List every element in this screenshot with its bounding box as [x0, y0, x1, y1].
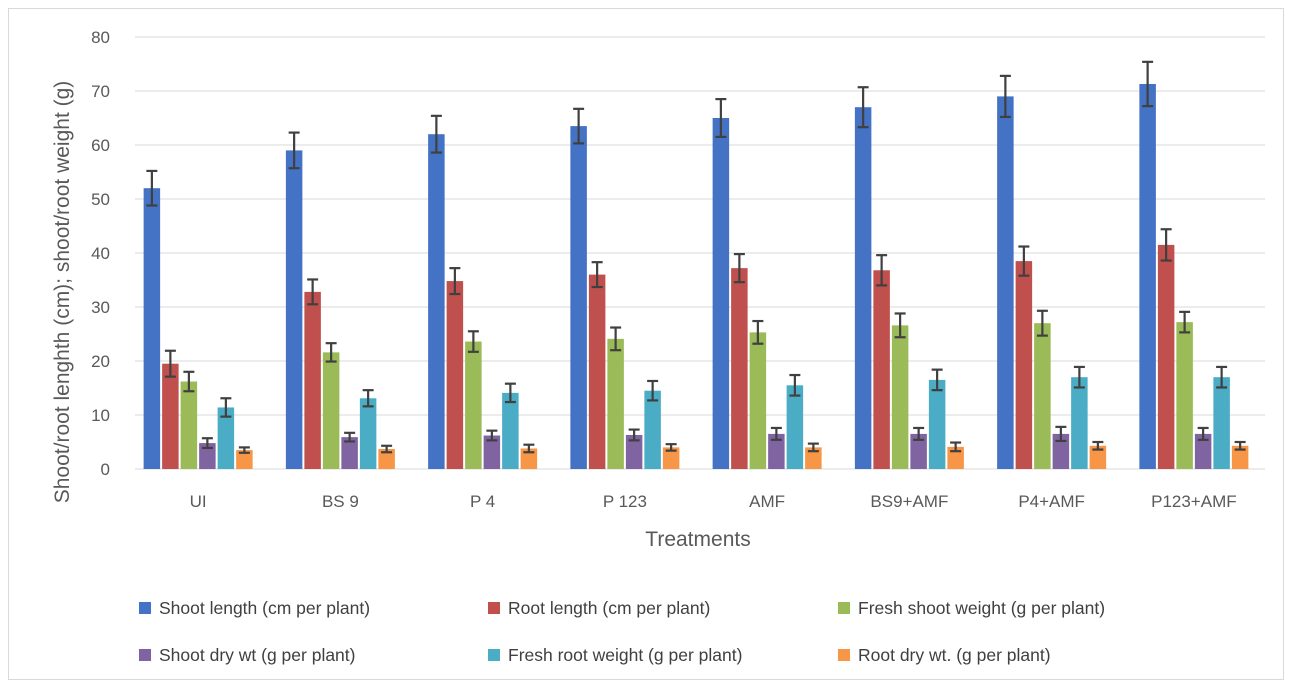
bar: [180, 381, 198, 469]
legend: Shoot length (cm per plant) Root length (…: [139, 598, 1105, 665]
y-tick-label: 70: [91, 82, 110, 101]
y-axis-ticks: 0 10 20 30 40 50 60 70 80: [91, 28, 110, 479]
legend-label: Root dry wt. (g per plant): [858, 645, 1051, 665]
legend-swatch: [139, 602, 151, 614]
x-axis-ticks: UI BS 9 P 4 P 123 AMF BS9+AMF P4+AMF P123+AMF: [190, 492, 1237, 511]
legend-label: Fresh root weight (g per plant): [508, 645, 742, 665]
x-tick-label: BS9+AMF: [870, 492, 948, 511]
legend-label: Fresh shoot weight (g per plant): [858, 598, 1105, 618]
x-tick-label: P 123: [603, 492, 647, 511]
bars: [143, 83, 1249, 470]
bar: [520, 448, 538, 469]
y-tick-label: 40: [91, 244, 110, 263]
bar: [428, 134, 445, 469]
bar: [891, 325, 909, 469]
bar: [1089, 445, 1107, 469]
legend-swatch: [838, 602, 850, 614]
bar: [997, 96, 1014, 470]
legend-swatch: [139, 649, 151, 661]
y-axis-title: Shoot/root lenghth (cm); shoot/root weig…: [51, 81, 74, 504]
legend-label: Shoot dry wt (g per plant): [159, 645, 355, 665]
chart-area: [8, 8, 1284, 680]
bar: [570, 126, 587, 469]
legend-label: Root length (cm per plant): [508, 598, 710, 618]
bar: [768, 433, 785, 469]
y-tick-label: 20: [91, 352, 110, 371]
bar: [322, 352, 340, 469]
bar: [1015, 261, 1033, 469]
y-tick-label: 0: [101, 460, 110, 479]
bar: [483, 435, 501, 469]
bar: [644, 390, 661, 469]
bar: [607, 338, 624, 469]
y-tick-label: 60: [91, 136, 110, 155]
bar: [285, 150, 303, 469]
x-tick-label: P 4: [470, 492, 495, 511]
bar: [1231, 445, 1249, 469]
y-tick-label: 80: [91, 28, 110, 47]
bar: [854, 107, 872, 469]
legend-swatch: [488, 649, 500, 661]
error-bars: [146, 60, 1246, 454]
bar: [1034, 323, 1051, 469]
bar: [502, 392, 519, 469]
bar: [236, 450, 253, 469]
y-tick-label: 30: [91, 298, 110, 317]
bar: [217, 407, 235, 469]
bar: [446, 281, 464, 469]
bar: [359, 398, 377, 469]
bar: [378, 449, 395, 469]
bar: [910, 433, 927, 469]
bar: [1194, 433, 1212, 469]
y-tick-label: 10: [91, 406, 110, 425]
legend-swatch: [488, 602, 500, 614]
x-tick-label: BS 9: [322, 492, 359, 511]
bar: [1071, 377, 1088, 469]
legend-swatch: [838, 649, 850, 661]
bar: [199, 443, 216, 469]
x-axis-title: Treatments: [645, 528, 750, 551]
bar: [873, 270, 890, 469]
bar: [1139, 83, 1156, 469]
x-tick-label: P4+AMF: [1018, 492, 1085, 511]
bar: [304, 291, 321, 469]
y-tick-label: 50: [91, 190, 110, 209]
bar: [588, 274, 606, 469]
bar: [749, 332, 767, 469]
bar: [341, 437, 358, 469]
legend-label: Shoot length (cm per plant): [159, 598, 370, 618]
x-tick-label: P123+AMF: [1151, 492, 1237, 511]
bar: [662, 447, 680, 469]
bar: [625, 434, 643, 469]
bar: [928, 379, 946, 469]
bar: [731, 268, 748, 469]
bar: [162, 363, 179, 469]
bar: [786, 385, 804, 469]
bar: [1213, 377, 1230, 469]
bar: [1176, 322, 1193, 469]
bar: [465, 341, 482, 469]
bar: [947, 446, 964, 469]
bar: [143, 188, 161, 469]
bar: [805, 447, 822, 469]
x-tick-label: AMF: [749, 492, 785, 511]
bar: [712, 118, 730, 469]
x-tick-label: UI: [190, 492, 207, 511]
bar: [1052, 433, 1070, 469]
bar: [1157, 244, 1175, 469]
